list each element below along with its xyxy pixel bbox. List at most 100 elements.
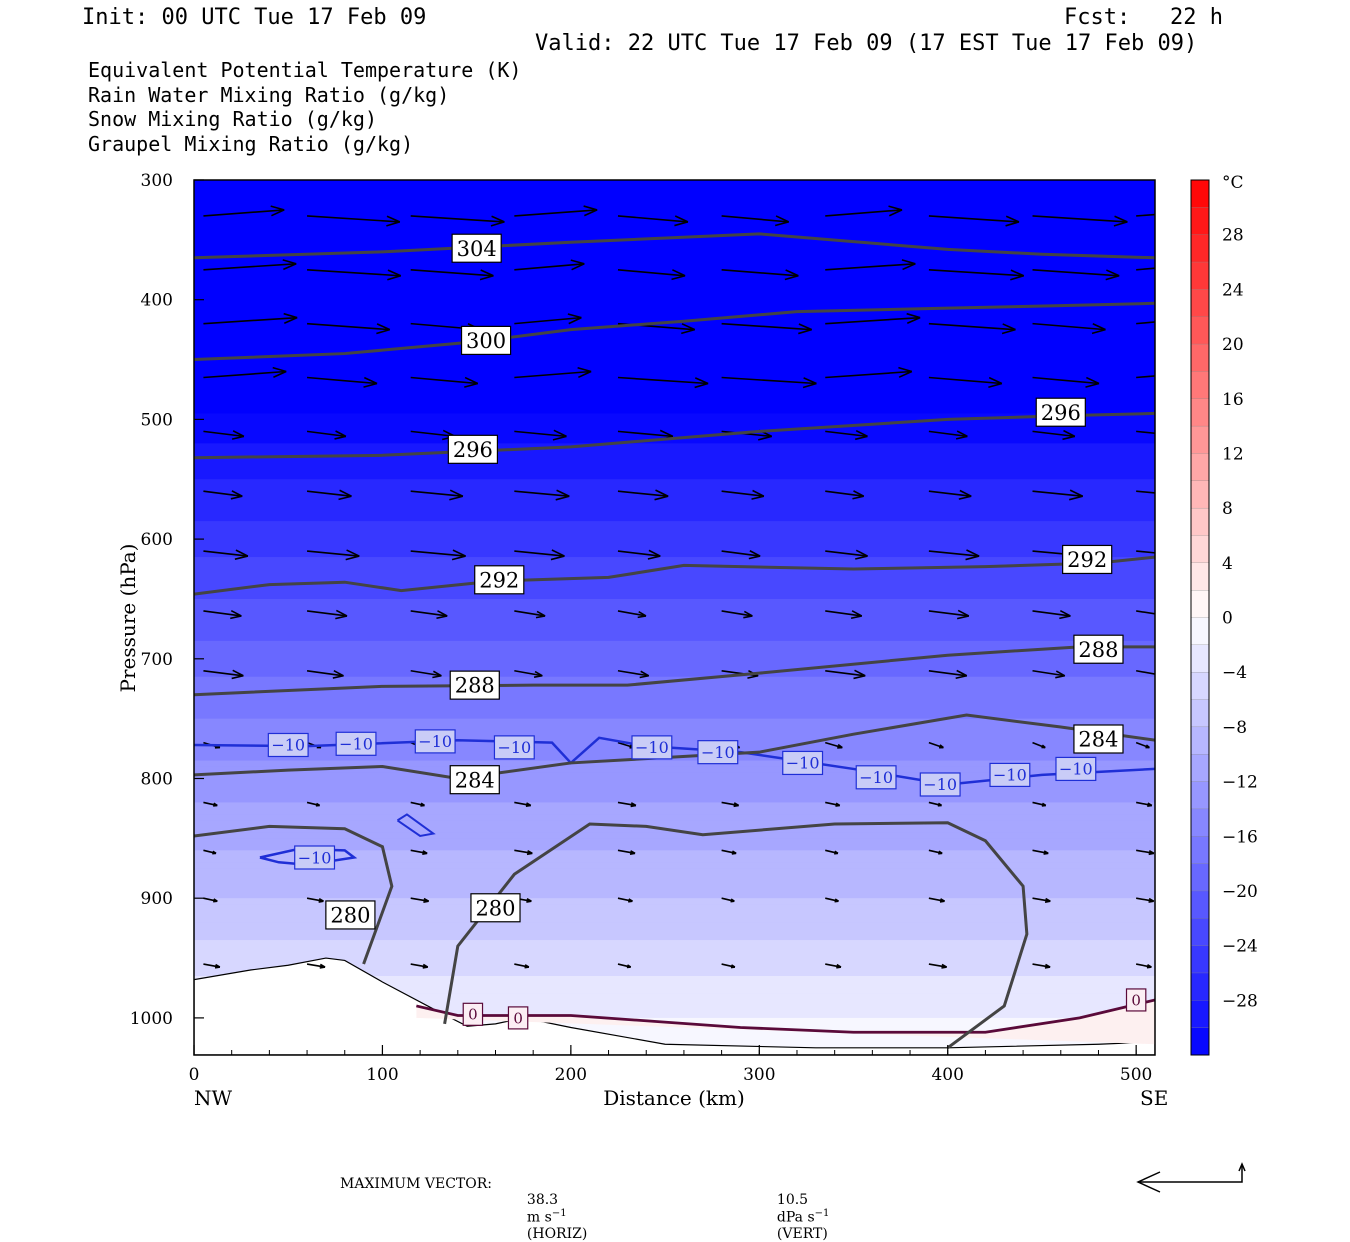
temperature-band xyxy=(194,593,1155,600)
svg-text:−10: −10 xyxy=(786,754,820,773)
colorbar-cell xyxy=(1191,180,1209,208)
temperature-band xyxy=(194,312,1155,319)
temperature-band xyxy=(194,192,1155,199)
colorbar-cell xyxy=(1191,973,1209,1001)
horiz-value: 38.3 xyxy=(527,1192,558,1208)
x-tick-label: 400 xyxy=(931,1065,963,1085)
colorbar-cell xyxy=(1191,262,1209,290)
temperature-band xyxy=(194,665,1155,672)
temperature-band xyxy=(194,629,1155,636)
svg-text:−10: −10 xyxy=(271,736,305,755)
temperature-band xyxy=(194,557,1155,564)
svg-text:−10: −10 xyxy=(701,743,735,762)
colorbar-cell xyxy=(1191,727,1209,755)
temperature-band xyxy=(194,713,1155,720)
isotherm-label: 0 xyxy=(1127,989,1146,1011)
temperature-band xyxy=(194,372,1155,379)
colorbar-label: −16 xyxy=(1222,827,1258,847)
colorbar-cell xyxy=(1191,645,1209,673)
temperature-band xyxy=(194,240,1155,247)
colorbar-cell xyxy=(1191,453,1209,481)
isotherm-label: −10 xyxy=(415,730,455,753)
temperature-band xyxy=(194,521,1155,528)
temperature-band xyxy=(194,790,1155,797)
theta-e-label: 304 xyxy=(452,234,501,262)
colorbar-cell xyxy=(1191,317,1209,345)
svg-text:288: 288 xyxy=(455,674,495,698)
temperature-band xyxy=(194,294,1155,301)
isotherm-label: 0 xyxy=(508,1007,527,1029)
temperature-band xyxy=(194,892,1155,899)
isotherm-label: −10 xyxy=(920,773,960,796)
temperature-band xyxy=(194,497,1155,504)
svg-text:0: 0 xyxy=(468,1006,478,1024)
temperature-band xyxy=(194,479,1155,486)
temperature-band xyxy=(194,874,1155,881)
isotherm-label: −10 xyxy=(856,766,896,789)
colorbar-cell xyxy=(1191,535,1209,563)
temperature-band xyxy=(194,527,1155,534)
temperature-band xyxy=(194,360,1155,367)
y-tick-label: 300 xyxy=(141,171,173,191)
max-vector-vert: 10.5 dPa s−1 (VERT) xyxy=(768,1176,829,1242)
theta-e-label: 288 xyxy=(1074,635,1123,663)
svg-text:0: 0 xyxy=(1131,991,1141,1009)
y-tick-label: 700 xyxy=(141,650,173,670)
y-tick-label: 400 xyxy=(141,291,173,311)
temperature-band xyxy=(194,587,1155,594)
svg-text:300: 300 xyxy=(466,329,506,353)
temperature-band xyxy=(194,342,1155,349)
temperature-band xyxy=(194,473,1155,480)
temperature-band xyxy=(194,210,1155,217)
colorbar-cell xyxy=(1191,946,1209,974)
colorbar-cell xyxy=(1191,1028,1209,1056)
max-vector-label: MAXIMUM VECTOR: xyxy=(340,1176,492,1192)
temperature-band xyxy=(194,659,1155,666)
temperature-band xyxy=(194,395,1155,402)
colorbar-cell xyxy=(1191,289,1209,317)
y-tick-label: 1000 xyxy=(130,1009,173,1029)
svg-text:280: 280 xyxy=(330,904,370,928)
svg-text:292: 292 xyxy=(1067,548,1107,572)
temperature-band xyxy=(194,383,1155,390)
colorbar-label: 4 xyxy=(1222,554,1233,574)
temperature-band xyxy=(194,401,1155,408)
temperature-band xyxy=(194,940,1155,947)
svg-text:−10: −10 xyxy=(635,738,669,757)
theta-e-label: 292 xyxy=(475,566,524,594)
colorbar-label: −4 xyxy=(1222,663,1247,683)
colorbar-cell xyxy=(1191,426,1209,454)
colorbar-cell xyxy=(1191,235,1209,263)
isotherm-label: −10 xyxy=(990,763,1030,786)
isotherm-label: −10 xyxy=(632,736,672,759)
temperature-band xyxy=(194,485,1155,492)
temperature-band xyxy=(194,443,1155,450)
temperature-band xyxy=(194,204,1155,211)
colorbar-cell xyxy=(1191,782,1209,810)
temperature-band xyxy=(194,461,1155,468)
temperature-band xyxy=(194,282,1155,289)
temperature-band xyxy=(194,880,1155,887)
colorbar-cell xyxy=(1191,481,1209,509)
horiz-unit: m s xyxy=(527,1210,552,1226)
max-vector-horiz: 38.3 m s−1 (HORIZ) xyxy=(518,1176,587,1242)
colorbar-cell xyxy=(1191,563,1209,591)
temperature-band xyxy=(194,569,1155,576)
svg-text:304: 304 xyxy=(457,237,497,261)
svg-text:−10: −10 xyxy=(923,775,957,794)
temperature-band xyxy=(194,946,1155,953)
colorbar-cell xyxy=(1191,672,1209,700)
y-tick-label: 500 xyxy=(141,410,173,430)
temperature-band xyxy=(194,186,1155,193)
svg-text:296: 296 xyxy=(1041,401,1081,425)
svg-text:0: 0 xyxy=(513,1009,523,1027)
theta-e-label: 280 xyxy=(326,901,375,929)
isotherm-label: −10 xyxy=(494,736,534,759)
colorbar-label: 8 xyxy=(1222,499,1233,519)
temperature-band xyxy=(194,635,1155,642)
temperature-band xyxy=(194,695,1155,702)
temperature-band xyxy=(194,599,1155,606)
temperature-band xyxy=(194,862,1155,869)
temperature-band xyxy=(194,264,1155,271)
